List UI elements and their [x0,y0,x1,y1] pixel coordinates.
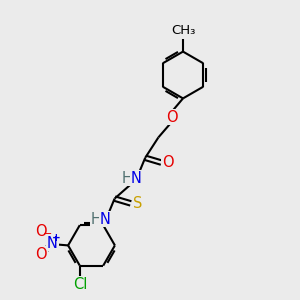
Text: O: O [162,155,174,170]
Text: CH₃: CH₃ [171,23,195,37]
Text: −: − [42,229,52,239]
Text: O: O [35,224,47,239]
Text: O: O [166,110,177,124]
Text: H: H [121,171,132,186]
Text: +: + [52,233,61,243]
Text: H: H [91,212,101,226]
Text: N: N [100,212,111,226]
Text: Cl: Cl [73,277,88,292]
Text: S: S [133,196,142,211]
Text: N: N [130,171,141,186]
Text: O: O [35,247,47,262]
Text: N: N [47,236,58,250]
